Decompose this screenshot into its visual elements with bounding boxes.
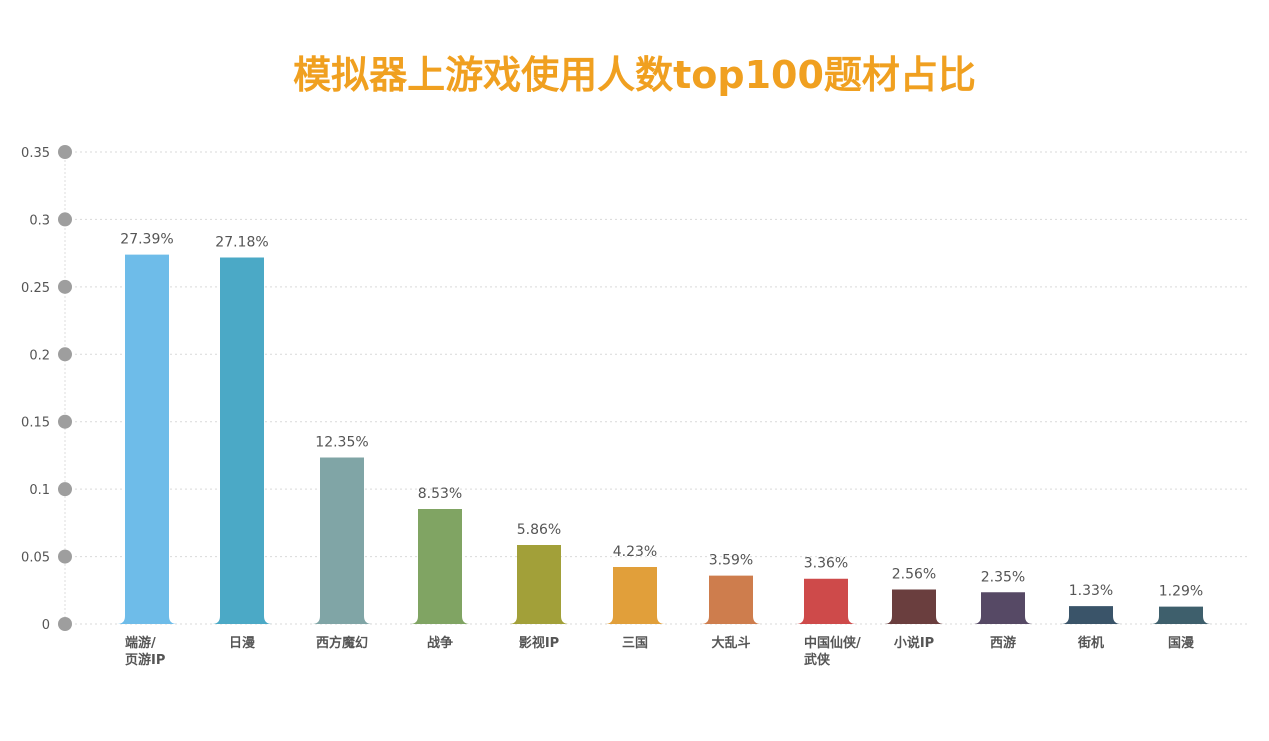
bar (509, 544, 569, 624)
bar (605, 566, 665, 624)
data-label: 3.36% (804, 556, 848, 572)
y-tick-marker (58, 549, 72, 564)
data-label: 27.18% (215, 234, 268, 250)
data-label: 1.29% (1159, 584, 1203, 600)
data-label: 4.23% (613, 544, 657, 560)
y-tick-marker (58, 617, 72, 631)
data-label: 2.56% (892, 566, 936, 582)
labels: 27.39% 端游/页游IP 27.18% 日漫 12.35% 西方魔幻 8.53% 战争 5.… (120, 232, 1203, 668)
y-tick-marker (58, 279, 72, 294)
y-tick-marker (58, 482, 72, 497)
data-label: 1.33% (1069, 583, 1113, 599)
y-tick-label: 0.35 (21, 146, 50, 161)
bar (312, 457, 372, 624)
data-label: 5.86% (517, 522, 561, 538)
bar (117, 254, 177, 624)
bar (1061, 606, 1121, 624)
category-label: 三国 (622, 636, 648, 651)
category-label: 大乱斗 (711, 635, 750, 651)
category-label: 街机 (1077, 635, 1104, 651)
y-tick-label: 0.2 (29, 348, 50, 363)
category-label: 西游 (990, 635, 1016, 651)
y-tick-marker (58, 212, 72, 227)
y-axis: 0 0.05 0.1 0.15 0.2 0.25 0.3 0.35 (21, 145, 72, 633)
category-label: 小说IP (894, 635, 934, 651)
y-tick-label: 0.05 (21, 551, 50, 566)
data-label: 2.35% (981, 569, 1025, 585)
chart-title: 模拟器上游戏使用人数top100题材占比 (293, 53, 976, 97)
bar (410, 508, 470, 624)
bar (796, 578, 856, 624)
category-label: 日漫 (229, 635, 255, 651)
y-tick-label: 0 (42, 618, 50, 633)
category-label: 武侠 (804, 652, 831, 668)
y-tick-marker (58, 414, 72, 429)
bar (1151, 606, 1211, 624)
category-label: 端游/ (125, 635, 156, 651)
y-tick-label: 0.1 (29, 483, 50, 498)
category-label: 中国仙侠/ (804, 635, 861, 651)
data-label: 3.59% (709, 553, 753, 569)
data-label: 12.35% (315, 434, 368, 450)
bar (212, 257, 272, 624)
category-label: 国漫 (1168, 635, 1194, 651)
category-label: 页游IP (125, 652, 165, 668)
data-label: 27.39% (120, 232, 173, 248)
category-label: 战争 (427, 635, 453, 651)
bars (117, 254, 1211, 624)
bar (973, 592, 1033, 624)
bar (701, 575, 761, 624)
y-tick-marker (58, 145, 72, 159)
y-tick-label: 0.15 (21, 416, 50, 431)
bar (884, 589, 944, 624)
y-tick-label: 0.3 (29, 213, 50, 228)
category-label: 影视IP (519, 635, 559, 651)
data-label: 8.53% (418, 486, 462, 502)
y-tick-label: 0.25 (21, 281, 50, 296)
category-label: 西方魔幻 (316, 635, 368, 651)
y-tick-marker (58, 347, 72, 362)
